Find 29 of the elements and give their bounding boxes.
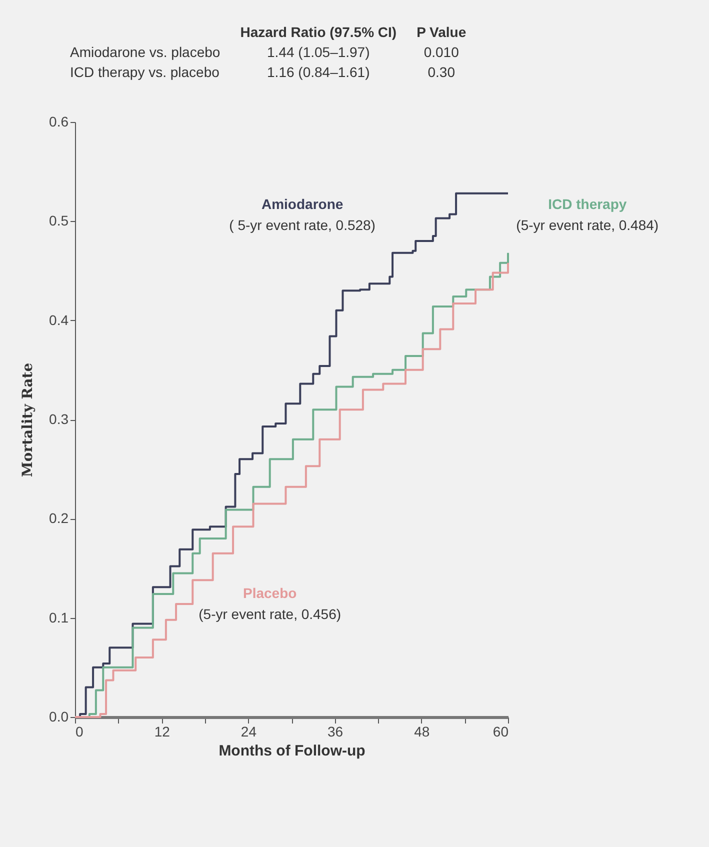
text: Hazard Ratio (97.5% CI): [239, 23, 398, 42]
text: P Value: [416, 23, 468, 42]
y-tick-label: 0.0: [49, 708, 69, 724]
text: (5-yr event rate, 0.484): [516, 217, 659, 234]
text: ICD therapy: [548, 196, 627, 212]
y-tick-label: 0.5: [49, 212, 69, 229]
x-tick-label: 24: [240, 724, 257, 740]
y-tick-label: 0.4: [49, 312, 69, 328]
text: ICD therapy vs. placebo: [69, 63, 220, 82]
y-tick-label: 0.3: [49, 411, 69, 427]
text: 1.44 (1.05–1.97): [266, 43, 371, 62]
x-tick-label: 0: [76, 724, 84, 740]
text: Placebo: [243, 584, 297, 601]
x-tick-label: 48: [414, 724, 430, 740]
text: Amiodarone: [261, 196, 344, 212]
text: 1.16 (0.84–1.61): [266, 63, 371, 82]
x-axis-title: Months of Follow-up: [218, 742, 366, 760]
x-tick-label: 36: [328, 724, 344, 740]
y-tick-label: 0.6: [49, 114, 69, 130]
y-tick-label: 0.1: [49, 609, 69, 626]
x-tick-label: 12: [154, 724, 170, 740]
text: 0.30: [426, 63, 456, 82]
text: 0.010: [422, 43, 460, 62]
x-tick-label: 60: [492, 724, 509, 740]
y-axis-title: Mortality Rate: [20, 362, 36, 478]
text: Amiodarone vs. placebo: [69, 43, 222, 62]
y-tick-label: 0.2: [49, 510, 69, 526]
annotation: ( 5-yr event rate, 0.528): [229, 217, 376, 234]
annotation: (5-yr event rate, 0.456): [198, 606, 342, 622]
